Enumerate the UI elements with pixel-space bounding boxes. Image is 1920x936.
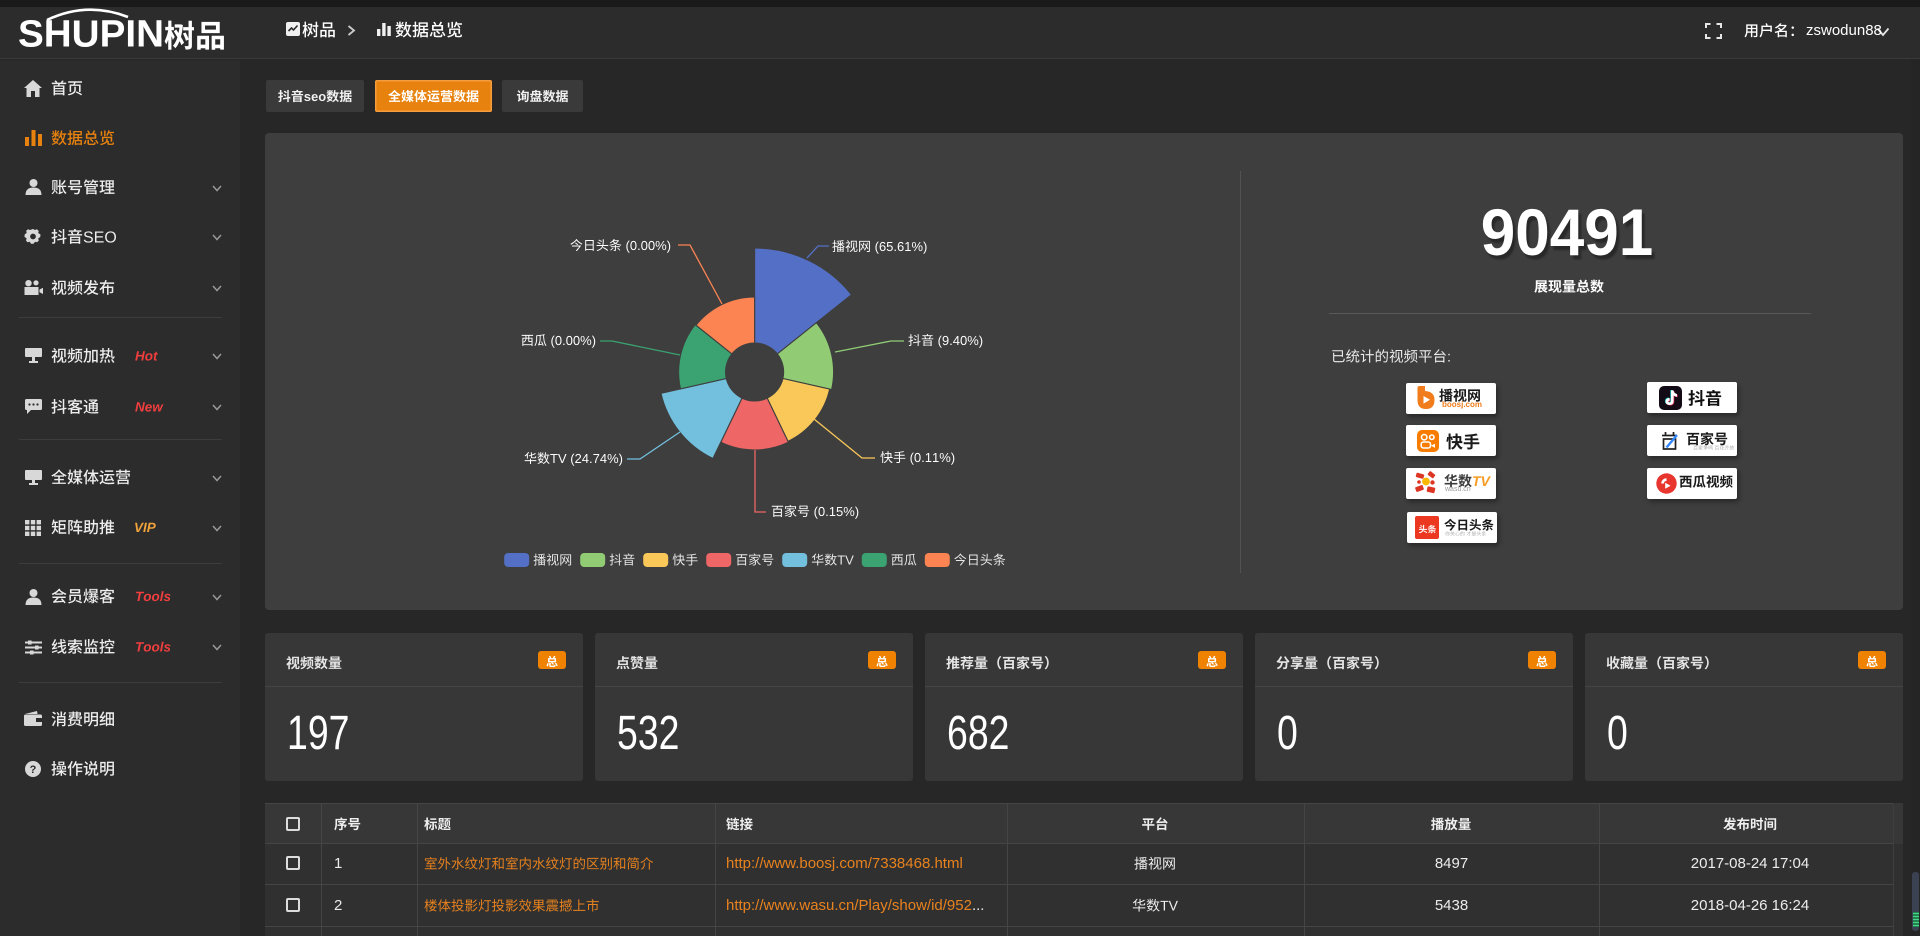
- svg-text:?: ?: [30, 764, 37, 776]
